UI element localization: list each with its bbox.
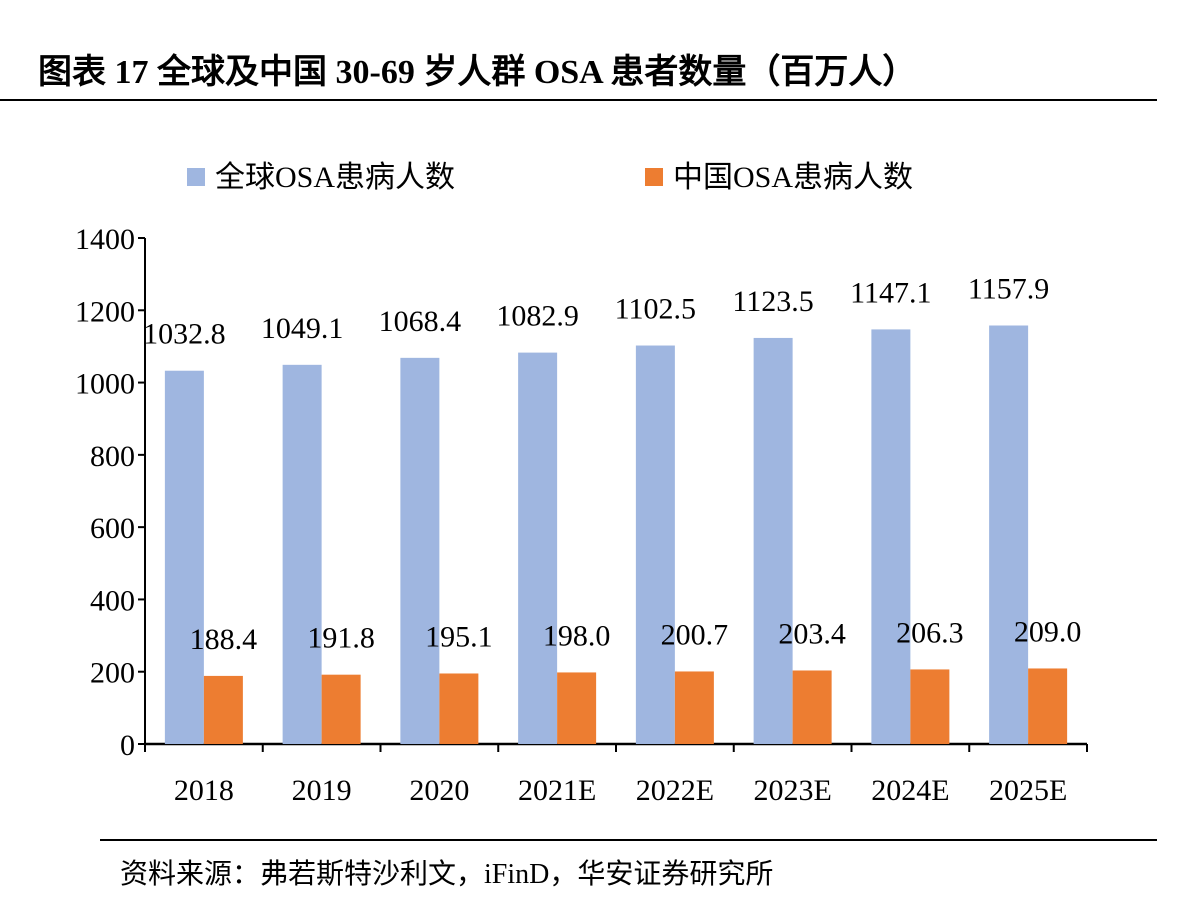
data-label-global: 1082.9: [496, 300, 579, 333]
bar-global: [400, 357, 440, 744]
x-tick-label: 2018: [174, 774, 234, 807]
data-label-global: 1032.8: [143, 318, 226, 351]
x-tick-label: 2019: [292, 774, 352, 807]
data-label-china: 209.0: [1014, 615, 1082, 648]
legend-swatch-1: [187, 168, 205, 186]
bar-china: [674, 671, 714, 744]
bar-global: [635, 345, 675, 744]
data-label-china: 191.8: [307, 622, 375, 655]
figure-title: 图表 17 全球及中国 30-69 岁人群 OSA 患者数量（百万人）: [38, 54, 917, 91]
x-tick-label: 2024E: [871, 774, 949, 807]
x-tick-label: 2021E: [518, 774, 596, 807]
bottom-rule: [100, 839, 1157, 841]
y-tick-label: 200: [90, 657, 135, 690]
data-label-global: 1123.5: [732, 285, 813, 318]
data-label-global: 1068.4: [379, 305, 462, 338]
legend-swatch-2: [645, 168, 663, 186]
data-label-china: 198.0: [543, 619, 611, 652]
data-label-global: 1157.9: [968, 273, 1049, 306]
legend-label-1: 全球OSA患病人数: [215, 161, 455, 194]
bar-china: [321, 674, 361, 744]
y-tick-label: 600: [90, 512, 135, 545]
y-tick-label: 1400: [75, 223, 135, 256]
legend-label-2: 中国OSA患病人数: [673, 161, 913, 194]
bar-china: [1028, 668, 1068, 744]
bar-china: [910, 669, 950, 744]
data-label-china: 188.4: [190, 623, 258, 656]
data-label-global: 1147.1: [850, 276, 931, 309]
data-label-china: 203.4: [778, 617, 846, 650]
x-tick-label: 2023E: [753, 774, 831, 807]
data-label-global: 1102.5: [615, 293, 696, 326]
bar-global: [871, 329, 911, 744]
data-label-china: 200.7: [661, 618, 729, 651]
y-tick-label: 0: [120, 729, 135, 762]
y-tick-label: 1000: [75, 368, 135, 401]
y-tick-label: 800: [90, 440, 135, 473]
data-label-china: 195.1: [425, 620, 493, 653]
bar-global: [164, 370, 204, 744]
y-tick-label: 1200: [75, 295, 135, 328]
bar-global: [989, 325, 1029, 744]
source-note: 资料来源：弗若斯特沙利文，iFinD，华安证券研究所: [120, 859, 774, 890]
bar-china: [557, 672, 597, 744]
bar-global: [518, 352, 558, 744]
x-tick-label: 2022E: [636, 774, 714, 807]
bar-china: [203, 675, 243, 744]
top-rule: [0, 99, 1157, 101]
y-tick-label: 400: [90, 584, 135, 617]
bar-china: [792, 670, 832, 744]
data-label-global: 1049.1: [261, 312, 344, 345]
bar-china: [439, 673, 479, 744]
bar-global: [282, 364, 322, 744]
bar-global: [753, 337, 793, 744]
x-tick-label: 2025E: [989, 774, 1067, 807]
data-label-china: 206.3: [896, 616, 964, 649]
x-tick-label: 2020: [409, 774, 469, 807]
